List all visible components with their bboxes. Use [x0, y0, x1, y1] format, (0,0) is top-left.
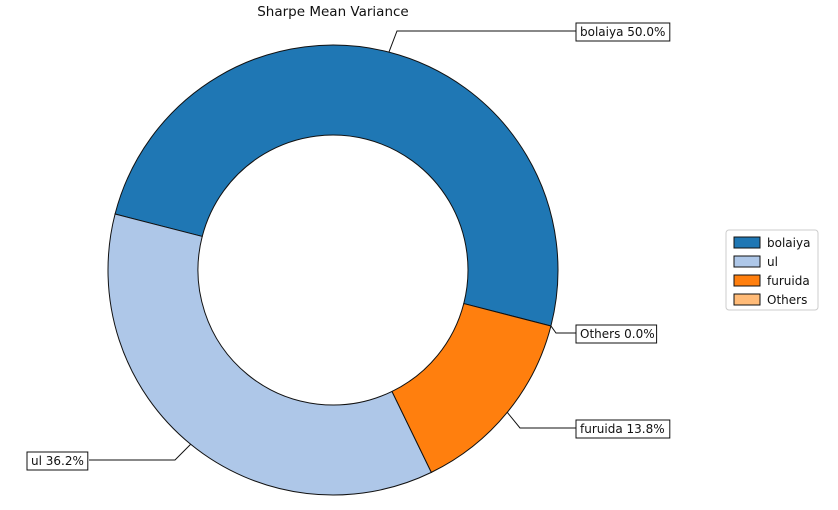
legend-swatch-ul [733, 255, 761, 268]
legend-swatch-others [733, 293, 761, 306]
legend-swatch-furuida [733, 274, 761, 287]
slice-bolaiya [114, 44, 559, 327]
leader-line-others [550, 325, 576, 334]
donut-slices [107, 44, 559, 496]
slice-label-box-others [575, 324, 658, 344]
legend-label-bolaiya: bolaiya [767, 236, 810, 250]
legend: bolaiya ul furuida Others [725, 229, 819, 311]
slice-label-ul: ul 36.2% [31, 454, 84, 468]
leader-line-ul [89, 443, 192, 461]
legend-label-ul: ul [767, 255, 778, 269]
slice-ul [107, 213, 433, 496]
leader-line-bolaiya [388, 30, 576, 53]
slice-label-furuida: furuida 13.8% [580, 422, 665, 436]
chart-title: Sharpe Mean Variance [257, 4, 409, 20]
slice-label-box-bolaiya [575, 22, 671, 42]
leader-line-furuida [506, 412, 576, 429]
slice-labels: bolaiya 50.0% ul 36.2% furuida 13.8% Others… [26, 22, 671, 471]
legend-label-others: Others [767, 293, 807, 307]
slice-label-bolaiya: bolaiya 50.0% [580, 25, 665, 39]
legend-swatch-bolaiya [733, 236, 761, 249]
slice-label-others: Others 0.0% [580, 327, 655, 341]
legend-frame [725, 229, 819, 311]
slice-label-box-ul [26, 451, 89, 471]
slice-label-box-furuida [575, 419, 671, 439]
legend-label-furuida: furuida [767, 274, 810, 288]
